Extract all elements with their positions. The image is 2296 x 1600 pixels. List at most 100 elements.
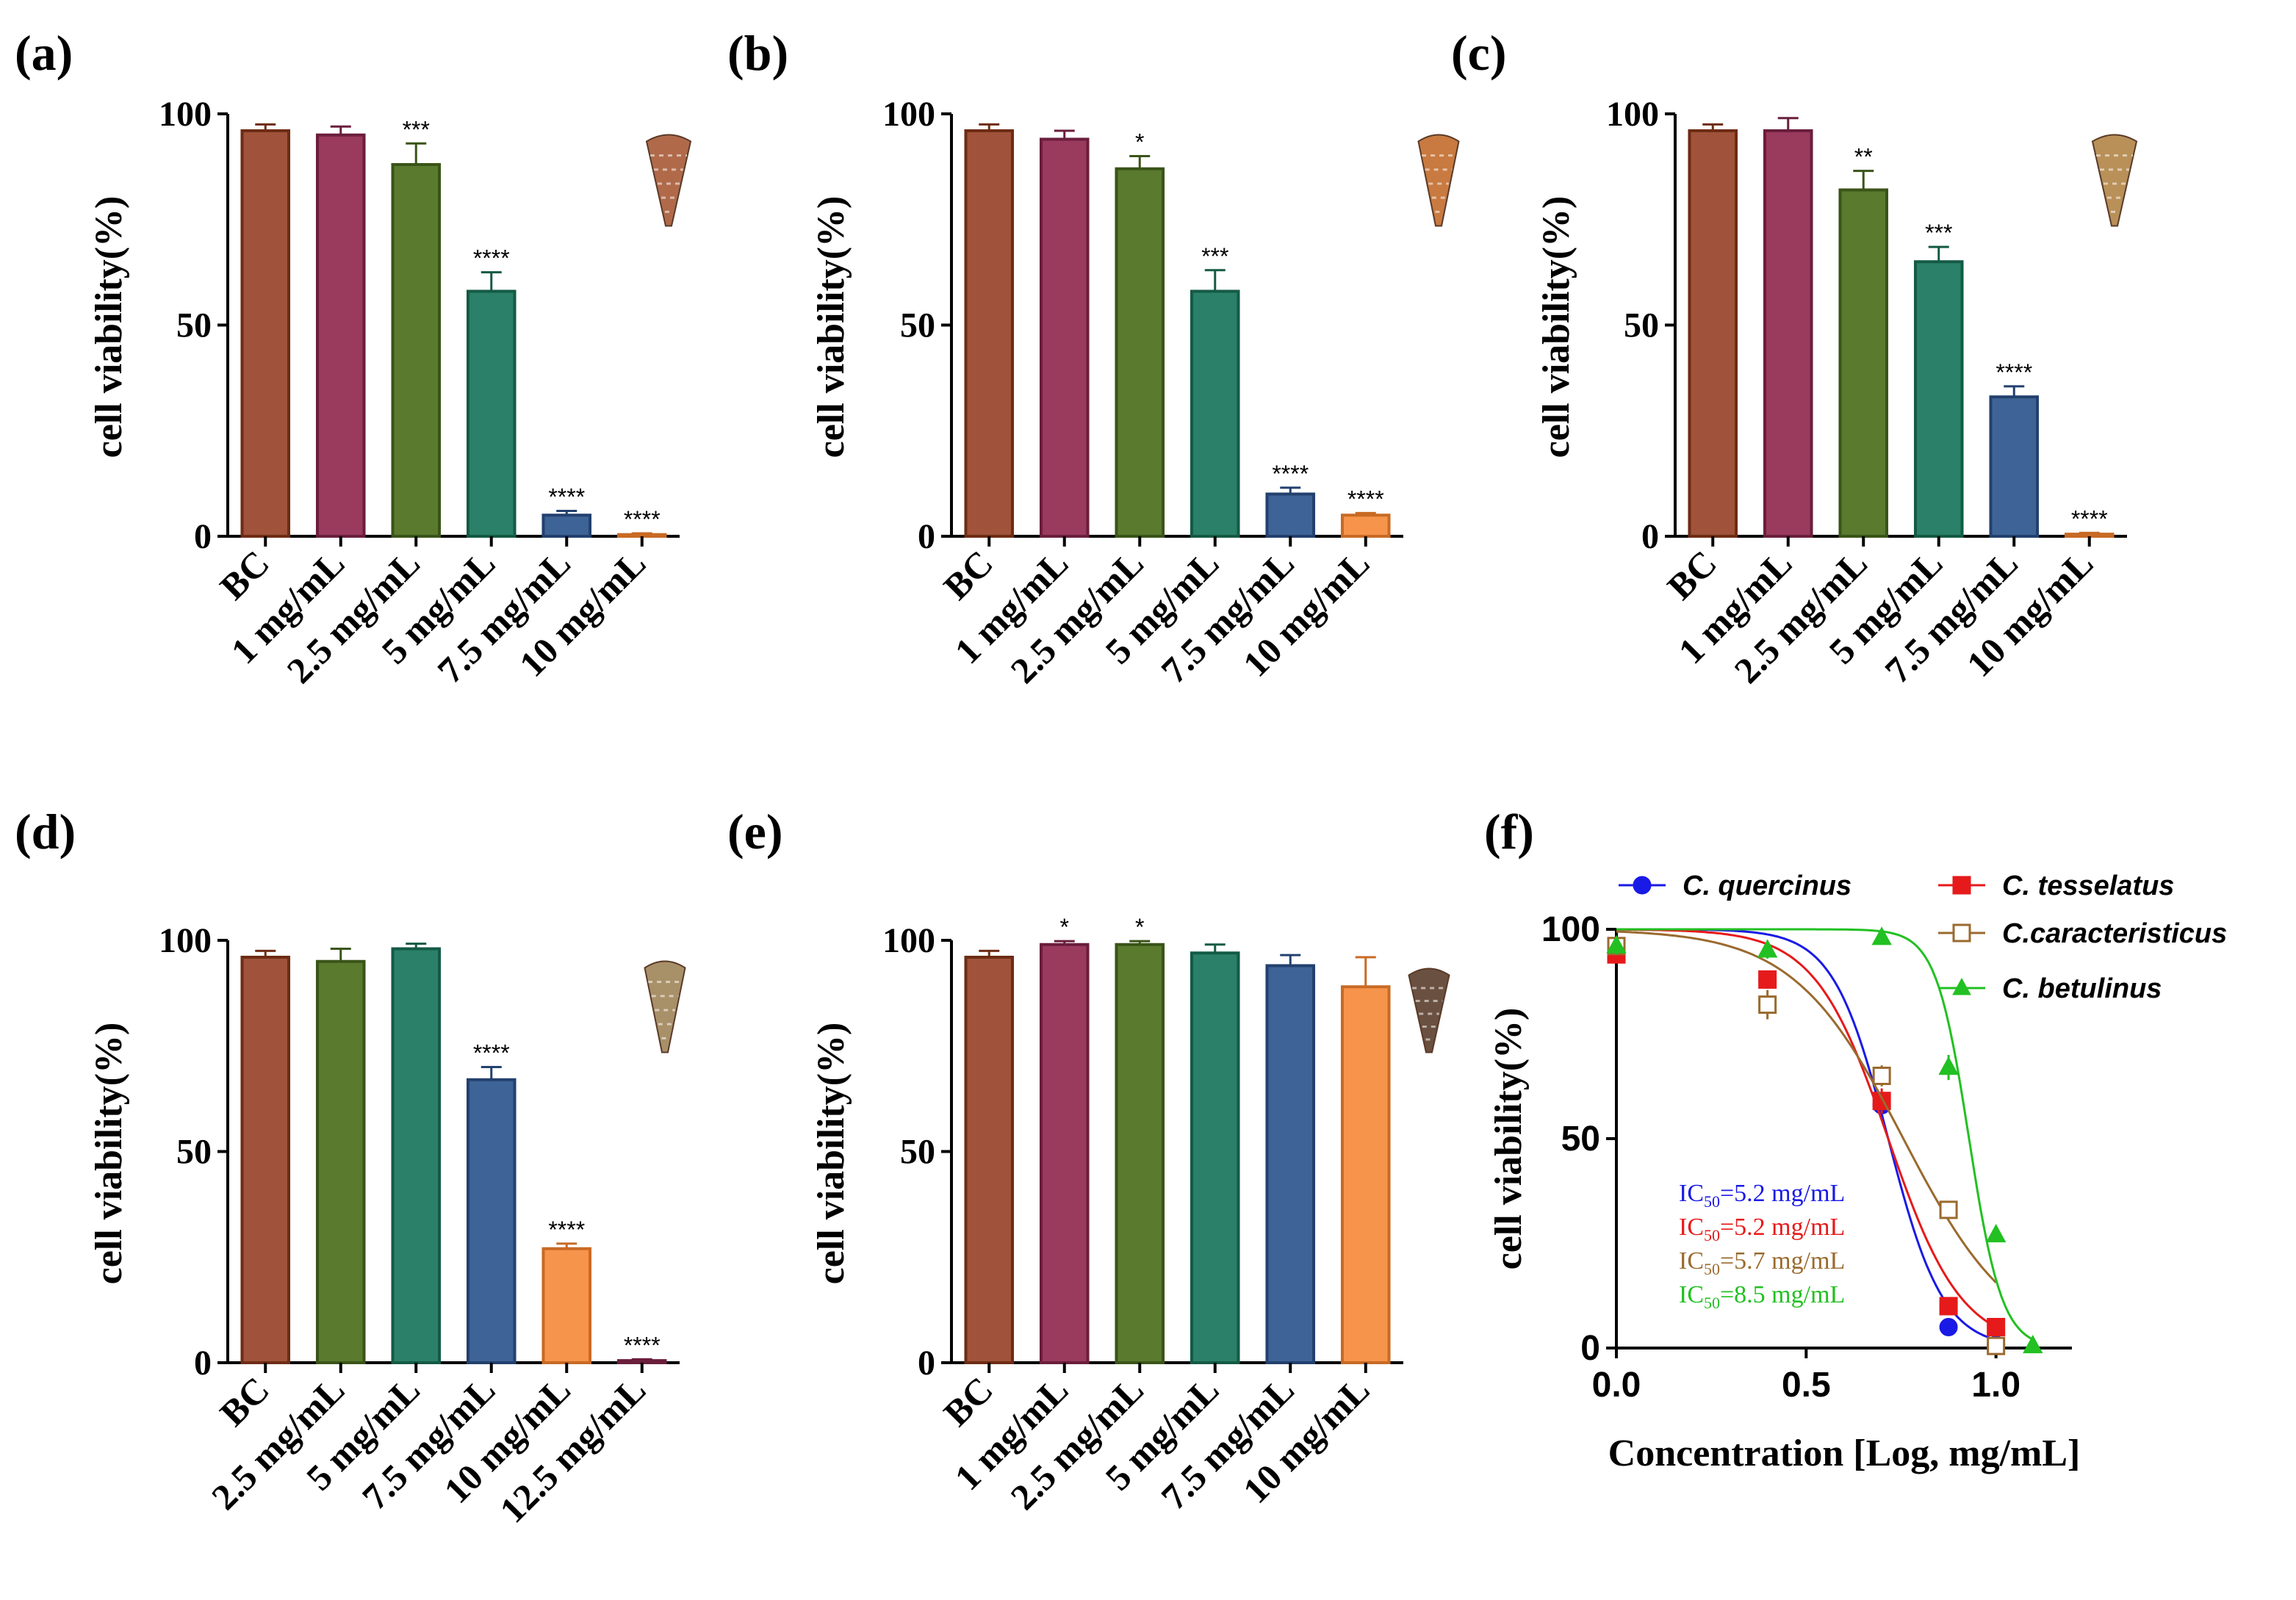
significance-label: **** [548, 484, 585, 511]
panel-label: (f) [1484, 804, 1534, 860]
ic50-label: IC50=8.5 mg/mL [1679, 1281, 1845, 1312]
y-axis-label: cell viability(%) [88, 1023, 130, 1285]
y-tick-label: 50 [1624, 306, 1659, 345]
y-tick-label: 0 [918, 1344, 935, 1383]
bar [315, 133, 366, 538]
ic50-value: =5.7 mg/mL [1720, 1247, 1845, 1275]
ic50-label: IC50=5.2 mg/mL [1679, 1214, 1845, 1244]
ic50-prefix: IC [1679, 1180, 1704, 1207]
y-tick-label: 0 [1641, 517, 1659, 556]
data-point [1606, 934, 1627, 954]
y-tick-label: 50 [900, 1133, 935, 1172]
data-point [1985, 1224, 2007, 1243]
significance-label: *** [403, 116, 430, 143]
x-tick-label: 1.0 [1971, 1366, 2020, 1405]
ic50-subscript: 50 [1704, 1260, 1720, 1278]
ic50-subscript: 50 [1704, 1226, 1720, 1244]
bar [541, 513, 592, 538]
legend-marker [1633, 876, 1652, 895]
data-point [1758, 970, 1777, 989]
y-tick-label: 100 [1606, 95, 1659, 134]
data-point [1987, 1318, 2006, 1336]
x-tick-label: 0.0 [1592, 1366, 1641, 1405]
y-tick-label: 50 [176, 306, 212, 345]
legend-label: C. betulinus [2002, 973, 2162, 1004]
y-axis-label: cell viability(%) [1536, 196, 1577, 458]
significance-label: **** [624, 506, 661, 533]
panel-label: (c) [1451, 25, 1506, 81]
legend-entry: C. betulinus [1938, 973, 2162, 1004]
y-tick-label: 50 [176, 1133, 212, 1172]
data-point [1872, 1067, 1891, 1085]
y-axis-label: cell viability(%) [88, 196, 130, 458]
legend-entry: C.caracteristicus [1938, 918, 2227, 949]
bar [466, 1078, 517, 1364]
x-axis-label: Concentration [Log, mg/mL] [1608, 1433, 2081, 1474]
shell-image [645, 134, 692, 227]
bar [1340, 513, 1391, 538]
fit-curve [1616, 928, 2034, 1341]
shell-body [645, 134, 692, 227]
shell-body [2091, 134, 2138, 227]
bar [391, 163, 442, 538]
ic50-prefix: IC [1679, 1247, 1704, 1275]
significance-label: **** [1347, 486, 1384, 512]
y-tick-label: 50 [900, 306, 935, 345]
ic50-value: =8.5 mg/mL [1720, 1281, 1845, 1308]
significance-label: * [1060, 914, 1069, 940]
legend-label: C.caracteristicus [2002, 918, 2227, 949]
bar [1039, 943, 1090, 1364]
bar [964, 129, 1015, 538]
bar [616, 533, 667, 538]
bar [1190, 951, 1240, 1364]
shell-body [1417, 134, 1460, 227]
legend-label: C. quercinus [1683, 871, 1851, 901]
ic50-value: =5.2 mg/mL [1720, 1214, 1845, 1241]
bar [1913, 260, 1964, 538]
bar [1115, 167, 1165, 538]
bar [1265, 964, 1316, 1364]
significance-label: **** [2071, 505, 2108, 532]
shell-body [644, 960, 686, 1053]
bar [1763, 129, 1813, 538]
y-tick-label: 100 [1541, 910, 1600, 949]
y-tick-label: 0 [918, 517, 935, 556]
ic50-label: IC50=5.7 mg/mL [1679, 1247, 1845, 1278]
significance-label: * [1135, 129, 1144, 156]
y-tick-label: 50 [1561, 1120, 1600, 1158]
legend-entry: C. tesselatus [1938, 871, 2174, 901]
ic50-prefix: IC [1679, 1281, 1704, 1308]
bar [1989, 395, 2040, 538]
y-tick-label: 100 [882, 921, 935, 960]
bar [1265, 492, 1316, 538]
bar [2064, 533, 2115, 538]
panel-label: (d) [15, 804, 76, 860]
significance-label: **** [473, 1040, 510, 1067]
legend-entry: C. quercinus [1619, 871, 1851, 901]
data-point [1757, 939, 1778, 958]
ic50-label: IC50=5.2 mg/mL [1679, 1180, 1845, 1211]
ic50-subscript: 50 [1704, 1192, 1720, 1211]
y-axis-label: cell viability(%) [810, 196, 852, 458]
panel-label: (e) [727, 804, 782, 860]
series-4 [1606, 926, 2043, 1354]
ic50-prefix: IC [1679, 1214, 1704, 1241]
significance-label: **** [473, 245, 510, 272]
significance-label: **** [548, 1217, 585, 1243]
y-tick-label: 100 [159, 921, 212, 960]
shell-image [644, 960, 686, 1053]
data-point [1939, 1200, 1958, 1219]
bar [616, 1359, 667, 1364]
legend-label: C. tesselatus [2002, 871, 2174, 901]
ic50-value: =5.2 mg/mL [1720, 1180, 1845, 1207]
y-tick-label: 100 [882, 95, 935, 134]
shell-body [1408, 967, 1450, 1053]
significance-label: **** [1272, 461, 1309, 487]
shell-image [1417, 134, 1460, 227]
significance-label: * [1135, 914, 1144, 940]
